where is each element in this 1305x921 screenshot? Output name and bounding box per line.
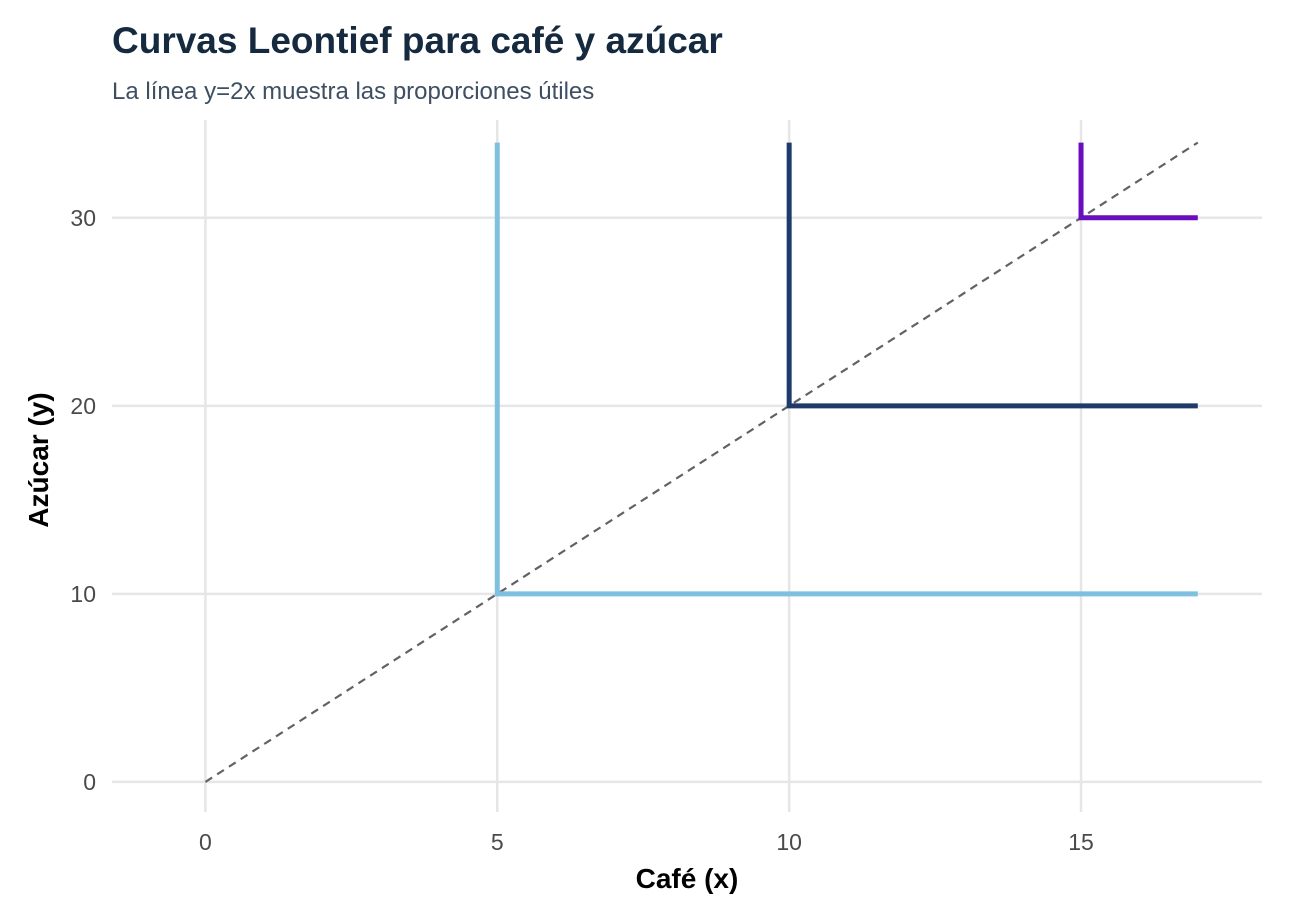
x-tick-label: 0 — [199, 829, 212, 855]
chart-title: Curvas Leontief para café y azúcar — [112, 20, 723, 61]
reference-line-group — [204, 141, 1199, 783]
tick-labels: 0 5 10 15 0 10 20 30 — [70, 205, 1093, 855]
y-tick-label: 0 — [83, 769, 96, 795]
series-group — [494, 142, 1198, 597]
x-tick-label: 5 — [491, 829, 504, 855]
grid-lines — [112, 120, 1262, 812]
indifference-curve-2 — [786, 142, 1198, 409]
indifference-curve-1 — [494, 142, 1198, 597]
indifference-curve-3 — [1078, 142, 1198, 221]
y-tick-label: 30 — [70, 205, 96, 231]
reference-line — [204, 141, 1199, 783]
y-tick-label: 10 — [70, 581, 96, 607]
y-tick-label: 20 — [70, 393, 96, 419]
y-axis-title: Azúcar (y) — [23, 392, 54, 527]
x-axis-title: Café (x) — [636, 863, 739, 894]
x-tick-label: 10 — [776, 829, 802, 855]
x-tick-label: 15 — [1068, 829, 1094, 855]
chart-subtitle: La línea y=2x muestra las proporciones ú… — [112, 78, 595, 105]
